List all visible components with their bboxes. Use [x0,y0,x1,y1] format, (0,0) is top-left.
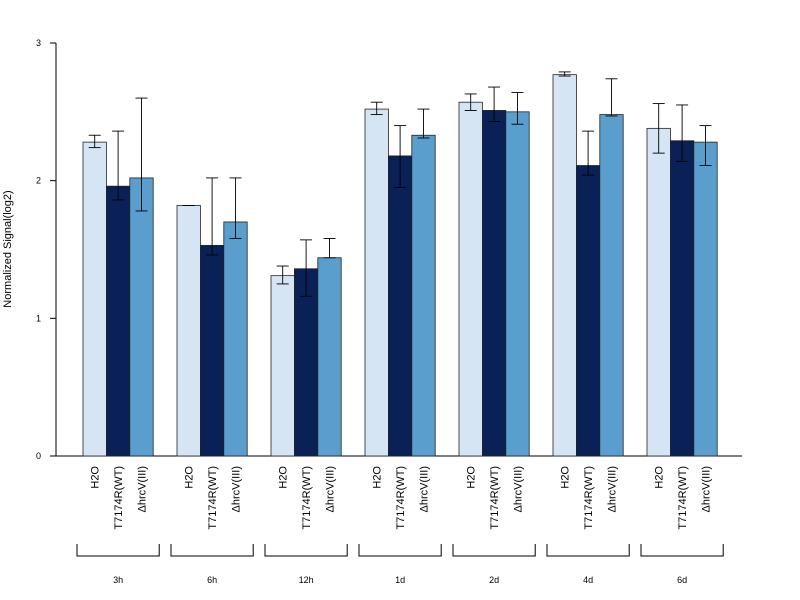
bar-1d-2 [411,134,436,457]
group-bracket [546,544,630,557]
group-bracket [170,544,254,557]
category-label: ΔhrcV(III) [513,466,525,512]
category-label: H2O [466,466,478,489]
category-label: ΔhrcV(III) [419,466,431,512]
y-axis: 0 1 2 3 [36,38,57,461]
y-tick-label: 0 [36,451,41,461]
bar-6d-1 [670,140,695,457]
y-tick-label: 2 [36,176,41,186]
bar-2d-1 [481,110,507,457]
category-label: H2O [278,466,290,489]
group-label: 6h [207,575,217,585]
group-bracket [640,544,724,557]
category-label: H2O [372,466,384,489]
group-label: 12h [299,575,314,585]
category-label: ΔhrcV(III) [137,466,149,512]
bar-6h-2 [223,221,248,457]
error-bars [88,71,712,297]
bar-12h-1 [293,268,319,457]
bar-12h-2 [317,257,342,457]
bar-6d-0 [646,127,671,457]
category-label: T7174R(WT) [113,466,125,530]
group-bracket [76,544,160,557]
bar-6h-1 [199,244,225,457]
group-label: 2d [489,575,499,585]
category-labels: H2O T7174R(WT) ΔhrcV(III) H2O T7174R(WT) Δhrc… [90,466,713,530]
y-axis-label: Normalized Signal(log2) [2,190,14,307]
group-bracket [452,544,536,557]
group-bracket [264,544,348,557]
category-label: T7174R(WT) [395,466,407,530]
category-label: T7174R(WT) [677,466,689,530]
category-label: ΔhrcV(III) [701,466,713,512]
bar-12h-0 [270,275,295,457]
category-label: H2O [90,466,102,489]
bar-4d-1 [576,165,601,457]
bar-1d-1 [387,155,413,457]
bar-4d-0 [552,74,577,457]
category-label: ΔhrcV(III) [231,466,243,512]
bar-6d-2 [693,141,718,457]
bar-2d-2 [505,111,530,457]
group-label: 4d [583,575,593,585]
category-label: H2O [654,466,666,489]
bar-3h-1 [106,185,131,457]
bar-3h-2 [129,177,154,457]
bar-6h-0 [176,205,201,457]
bar-2d-0 [458,101,483,457]
group-label: 3h [113,575,123,585]
group-label: 1d [395,575,405,585]
y-tick-label: 3 [36,38,41,48]
bars [82,74,718,457]
bar-1d-0 [364,108,389,457]
category-label: H2O [560,466,572,489]
category-label: T7174R(WT) [489,466,501,530]
group-brackets: 3h 6h 12h 1d 2d 4d 6d [76,544,724,585]
category-label: ΔhrcV(III) [325,466,337,512]
category-label: H2O [184,466,196,489]
category-label: ΔhrcV(III) [607,466,619,512]
bar-4d-2 [599,114,624,457]
group-label: 6d [677,575,687,585]
category-label: T7174R(WT) [207,466,219,530]
y-tick-label: 1 [36,313,41,323]
bar-3h-0 [82,141,107,457]
category-label: T7174R(WT) [583,466,595,530]
group-bracket [358,544,442,557]
category-label: T7174R(WT) [301,466,313,530]
